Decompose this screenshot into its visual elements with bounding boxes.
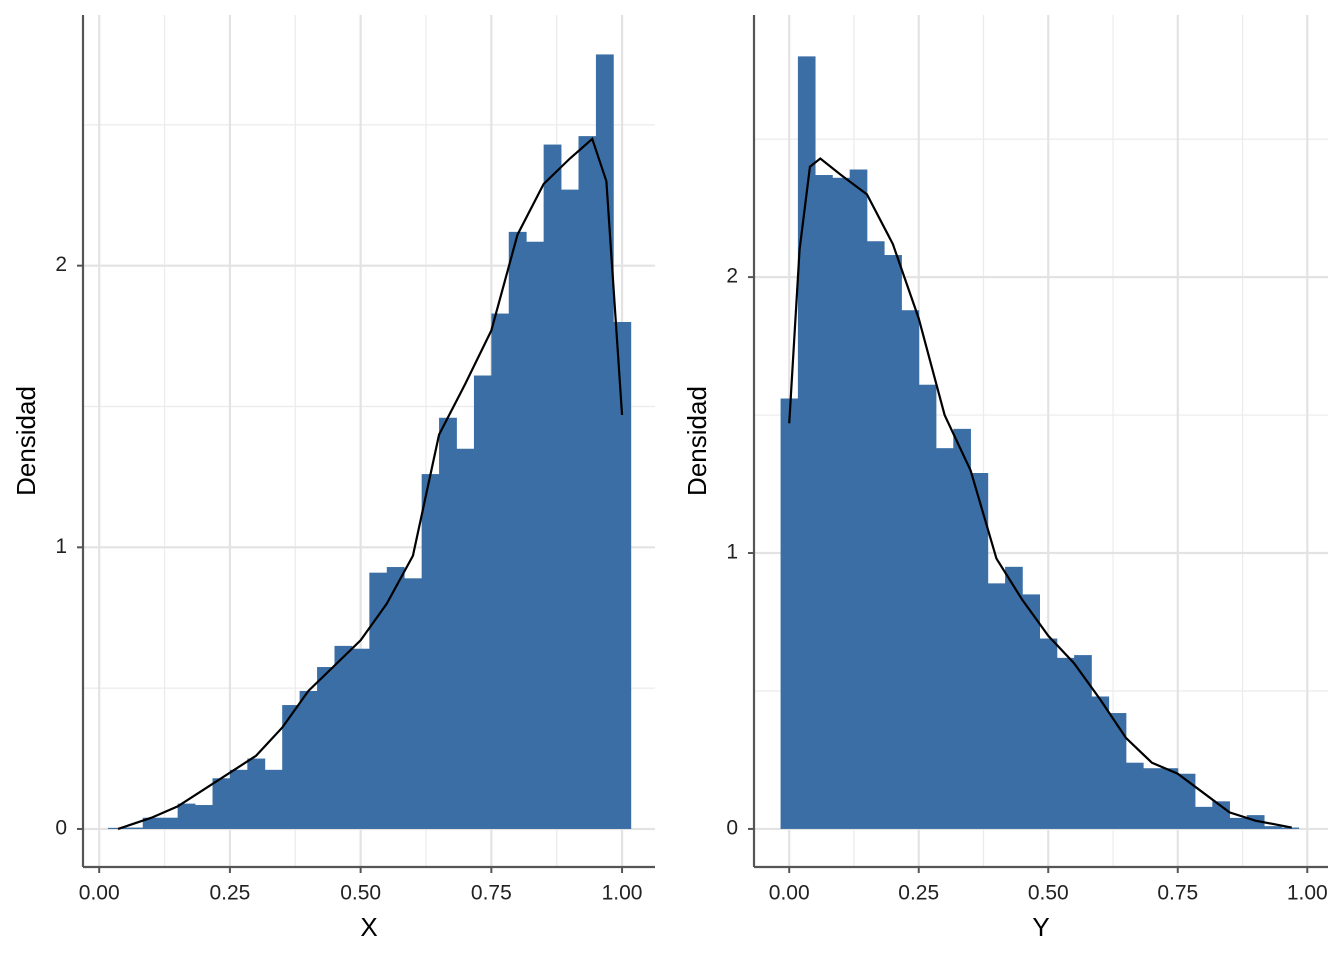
histogram-bar [1022,594,1041,829]
histogram-bar [195,805,213,829]
y-tick-label: 1 [726,541,738,564]
y-tick-label: 0 [726,816,738,839]
histogram-bar [1125,762,1144,829]
histogram-bar [866,241,885,829]
histogram-bar [107,827,126,829]
y-axis-title: Densidad [11,386,41,496]
histogram-bar [491,313,510,829]
histogram-bar [935,448,954,829]
histogram-bar [918,384,937,829]
x-tick-label: 0.00 [769,882,810,905]
x-tick-label: 0.00 [79,882,120,905]
histogram-bar [1056,657,1075,829]
histogram-bar [456,448,475,829]
histogram-bar [884,255,902,829]
histogram-bar [953,428,971,829]
x-tick-label: 0.75 [471,882,512,905]
histogram-bar [317,667,335,829]
histogram-bar [404,578,423,829]
histogram-bar [160,817,179,829]
histogram-bar [386,567,405,829]
histogram-bar [1074,655,1092,829]
histogram-bar [1091,696,1110,829]
x-tick-label: 0.75 [1157,882,1198,905]
y-tick-label: 2 [726,265,738,288]
y-axis-title: Densidad [682,386,712,496]
histogram-bar [282,705,301,829]
histogram-bar [247,758,266,829]
histogram-bar [970,473,989,829]
histogram-bar [212,778,231,829]
histogram-bar [473,375,492,829]
histogram-bar [439,417,457,829]
histogram-bar [264,769,283,829]
histogram-bar [1229,817,1248,829]
histogram-bar [797,56,816,829]
histogram-bar [1195,806,1213,829]
x-tick-label: 0.25 [209,882,250,905]
y-tick-label: 1 [55,535,67,558]
histogram-bar [1160,768,1179,829]
histogram-bar [1143,768,1161,829]
density-line [788,157,1292,829]
x-tick-label: 1.00 [602,882,643,905]
histogram-bar [421,474,440,829]
x-tick-label: 0.50 [340,882,381,905]
histogram-bar [901,310,920,829]
histogram-bar [177,803,196,829]
y-tick-label: 2 [55,253,67,276]
x-tick-label: 1.00 [1287,882,1328,905]
x-tick-label: 0.50 [1028,882,1069,905]
histogram-bar [849,169,868,829]
histogram-bar [1108,713,1127,829]
density-line [117,137,624,831]
x-axis-title: X [360,912,377,942]
histogram-bar [815,175,833,829]
histogram-bar [780,398,799,829]
histogram-bar [1005,566,1023,829]
histogram-bar [1264,826,1282,829]
y-tick-label: 0 [55,817,67,840]
histogram-bar [142,817,161,829]
histogram-bar [613,322,632,829]
x-axis-title: Y [1032,912,1049,942]
histogram-bar [1177,773,1196,829]
histogram-bar [561,189,579,829]
histogram-bar [595,54,614,829]
histogram-bar [334,645,353,829]
histogram-bar [543,144,562,829]
histogram-bar [832,177,851,829]
histogram-bar [125,827,144,829]
histogram-bar [508,231,527,829]
histogram-bar [369,572,388,829]
histogram-bar [351,648,370,829]
histogram-bar [1039,638,1058,829]
histogram-bar [526,241,545,829]
histogram-bar [578,136,597,829]
histogram-bar [229,769,248,829]
x-tick-label: 0.25 [898,882,939,905]
histogram-bar [299,690,318,829]
histogram-bar [987,583,1006,829]
